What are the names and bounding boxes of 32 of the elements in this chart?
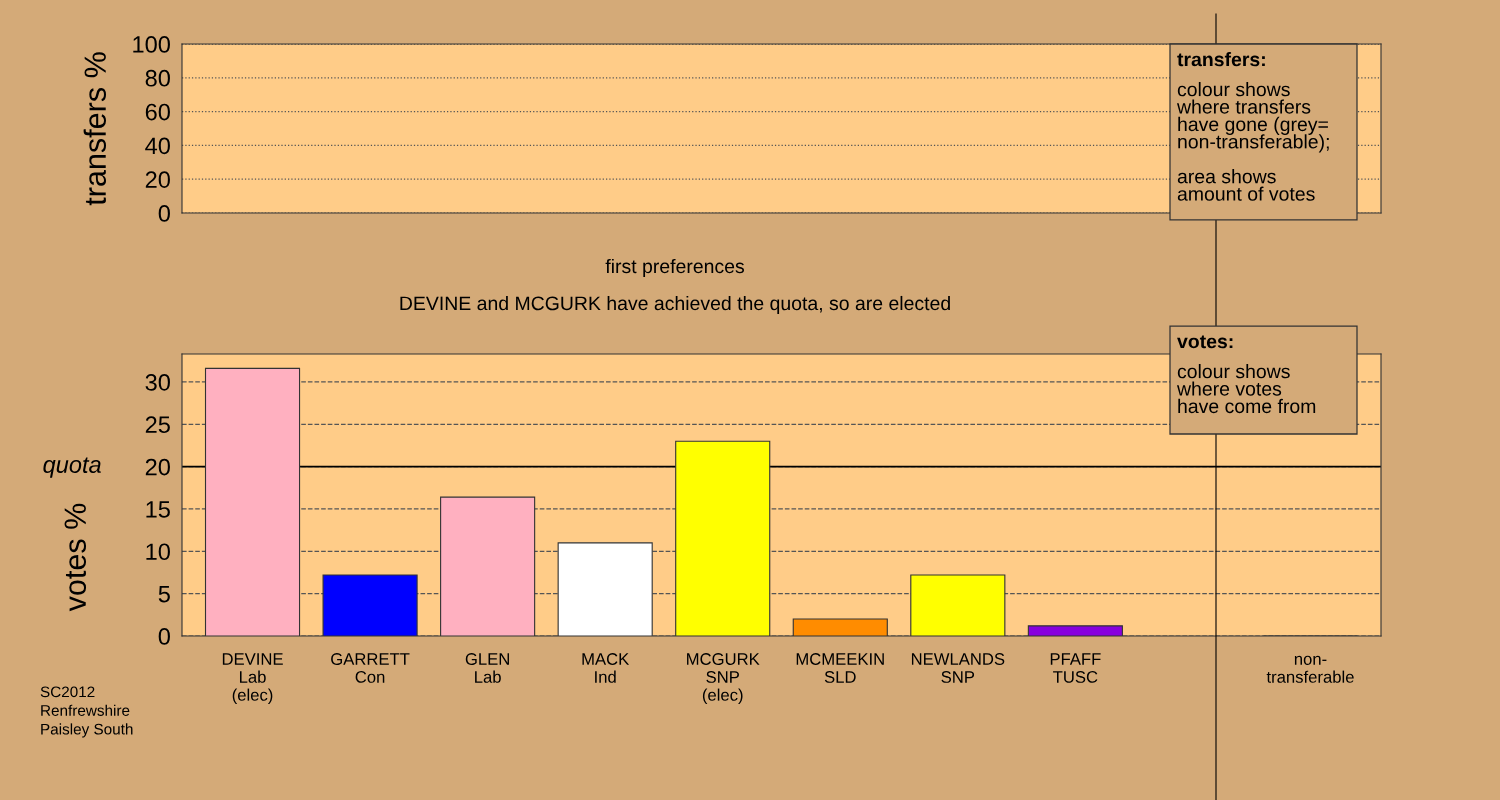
y-tick-label: 0 xyxy=(158,628,170,645)
y-tick-label: 10 xyxy=(146,543,170,561)
text: votes: xyxy=(1177,335,1233,349)
y-axis-title: votes % xyxy=(64,503,87,612)
y-tick-label: 60 xyxy=(145,103,170,121)
y-tick-label: 20 xyxy=(145,171,170,188)
x-tick-label: MACK Ind xyxy=(582,653,630,683)
x-tick-label: PFAFF TUSC xyxy=(1050,653,1101,683)
x-tick-label: MCMEEKIN SLD xyxy=(796,653,884,683)
y-tick-label: 20 xyxy=(145,458,170,476)
y-tick-label: 100 xyxy=(133,36,170,53)
annotation: transfers: xyxy=(1177,52,1265,67)
annotation: colour shows where votes have come from xyxy=(1176,364,1316,414)
y-axis-title: transfers % xyxy=(83,52,107,206)
y-tick-label: 25 xyxy=(145,416,170,434)
x-tick-label: MCGURK SNP (elec) xyxy=(687,653,760,705)
chart-subtitle: DEVINE and MCGURK have achieved the quota, so are elected xyxy=(400,295,950,315)
chart-title: first preferences xyxy=(605,258,745,278)
x-tick-label: NEWLANDS SNP xyxy=(911,653,1005,683)
y-tick-label: 40 xyxy=(145,137,170,155)
y-tick-label: 0 xyxy=(158,205,170,222)
y-tick-label: 80 xyxy=(145,69,170,87)
x-tick-label: DEVINE Lab (elec) xyxy=(222,653,283,705)
annotation: colour shows where transfers have gone (grey= non-transferable); area shows amount of votes xyxy=(1176,82,1329,201)
x-tick-label: non- transferable xyxy=(1266,655,1354,683)
x-tick-label: GLEN Lab xyxy=(465,653,509,683)
y-tick-label: 30 xyxy=(145,374,170,391)
y-tick-label: 5 xyxy=(158,585,170,603)
ref-line-label: quota xyxy=(43,457,101,478)
x-tick-label: GARRETT Con xyxy=(331,653,410,683)
text: SC2012 Renfrewshire Paisley South xyxy=(40,686,133,738)
y-tick-label: 15 xyxy=(146,501,170,518)
